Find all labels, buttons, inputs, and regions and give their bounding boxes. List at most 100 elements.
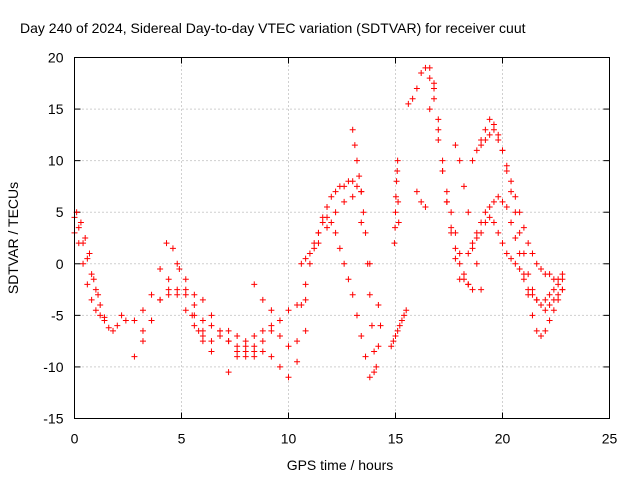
- series-trace-11: [298, 178, 365, 267]
- data-point: [529, 312, 536, 319]
- data-point: [520, 224, 527, 231]
- data-point: [251, 343, 258, 350]
- data-point: [353, 183, 360, 190]
- data-point: [358, 188, 365, 195]
- series-trace-4: [122, 240, 206, 345]
- data-point: [435, 137, 442, 144]
- data-point: [148, 291, 155, 298]
- data-point: [405, 100, 412, 107]
- data-point: [473, 260, 480, 267]
- data-point: [276, 363, 283, 370]
- data-point: [118, 312, 125, 319]
- data-point: [176, 265, 183, 272]
- data-point: [191, 291, 198, 298]
- data-point: [495, 193, 502, 200]
- data-point: [490, 126, 497, 133]
- data-point: [225, 338, 232, 345]
- series-trace-23: [465, 214, 566, 309]
- data-point: [234, 348, 241, 355]
- series-trace-15: [388, 307, 410, 350]
- data-point: [388, 343, 395, 350]
- data-point: [251, 348, 258, 355]
- data-point: [92, 307, 99, 314]
- series-trace-1: [71, 214, 125, 334]
- data-point: [349, 193, 356, 200]
- data-point: [306, 250, 313, 257]
- data-point: [443, 198, 450, 205]
- tick-labels: 0 5 10 15 20 25 -15 -10 -5 0 5 10 15 20: [43, 50, 617, 447]
- y-tick-label: 15: [48, 101, 64, 117]
- data-point: [131, 353, 138, 360]
- data-point: [77, 219, 84, 226]
- data-point: [431, 80, 438, 87]
- data-point: [529, 286, 536, 293]
- series-trace-18: [413, 80, 472, 288]
- data-point: [302, 255, 309, 262]
- data-point: [403, 307, 410, 314]
- plot-frame: [74, 57, 610, 419]
- data-point: [482, 209, 489, 216]
- data-point: [306, 260, 313, 267]
- data-point: [336, 245, 343, 252]
- data-point: [90, 276, 97, 283]
- data-point: [251, 281, 258, 288]
- data-point: [328, 219, 335, 226]
- data-point: [199, 332, 206, 339]
- data-point: [546, 317, 553, 324]
- series-trace-13: [315, 193, 382, 309]
- data-point: [285, 307, 292, 314]
- data-point: [251, 353, 258, 360]
- x-axis-label: GPS time / hours: [287, 457, 394, 473]
- data-point: [460, 183, 467, 190]
- data-point: [285, 343, 292, 350]
- data-point: [452, 255, 459, 262]
- data-point: [550, 307, 557, 314]
- data-point: [208, 312, 215, 319]
- data-point: [276, 332, 283, 339]
- data-point: [315, 229, 322, 236]
- data-point: [259, 296, 266, 303]
- data-point: [482, 126, 489, 133]
- data-point: [469, 240, 476, 247]
- data-point: [157, 296, 164, 303]
- data-point: [550, 296, 557, 303]
- data-point: [234, 353, 241, 360]
- data-point: [465, 209, 472, 216]
- data-point: [418, 198, 425, 205]
- data-point: [508, 219, 515, 226]
- data-point: [490, 198, 497, 205]
- data-point: [469, 157, 476, 164]
- data-point: [165, 286, 172, 293]
- data-point: [324, 204, 331, 211]
- data-point: [435, 126, 442, 133]
- data-point: [298, 260, 305, 267]
- data-point: [508, 188, 515, 195]
- data-point: [456, 250, 463, 257]
- data-point: [353, 157, 360, 164]
- data-point: [392, 209, 399, 216]
- data-point: [366, 291, 373, 298]
- data-point: [460, 271, 467, 278]
- data-point: [349, 291, 356, 298]
- data-point: [508, 255, 515, 262]
- data-point: [546, 302, 553, 309]
- data-point: [131, 317, 138, 324]
- data-point: [512, 260, 519, 267]
- data-point: [82, 235, 89, 241]
- data-point: [242, 353, 249, 360]
- data-point: [542, 307, 549, 314]
- data-point: [499, 198, 506, 205]
- data-point: [88, 296, 95, 303]
- series-trace-12: [298, 214, 378, 381]
- data-point: [208, 338, 215, 345]
- data-point: [174, 286, 181, 293]
- data-point: [95, 291, 102, 298]
- data-point: [418, 69, 425, 76]
- data-point: [294, 358, 301, 365]
- data-point: [516, 229, 523, 236]
- data-point: [431, 95, 438, 102]
- data-point: [469, 286, 476, 293]
- data-point: [122, 317, 129, 324]
- data-point: [371, 348, 378, 355]
- data-point: [439, 157, 446, 164]
